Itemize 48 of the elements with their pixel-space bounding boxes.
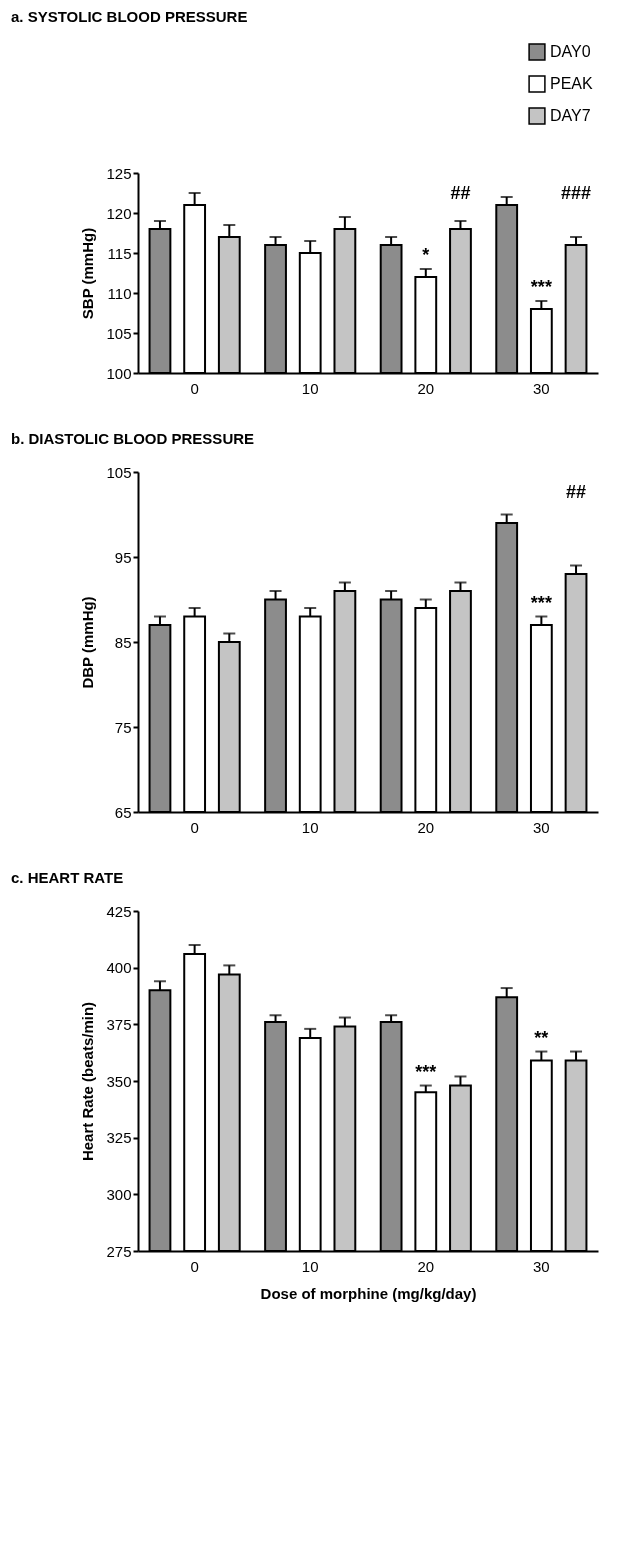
y-tick-label: 400 bbox=[106, 959, 132, 977]
y-tick-label: 120 bbox=[106, 204, 132, 222]
y-tick-label: 425 bbox=[106, 902, 132, 920]
x-tick-label: 30 bbox=[533, 379, 550, 397]
x-tick-label: 10 bbox=[301, 379, 319, 397]
y-tick-label: 375 bbox=[106, 1015, 132, 1033]
x-tick-label: 20 bbox=[417, 818, 435, 836]
legend-label: PEAK bbox=[550, 75, 594, 92]
annotation: * bbox=[422, 245, 430, 265]
x-axis-title: Dose of morphine (mg/kg/day) bbox=[260, 1284, 477, 1302]
annotation: *** bbox=[530, 592, 552, 613]
y-tick-label: 275 bbox=[106, 1242, 132, 1260]
x-tick-label: 0 bbox=[190, 818, 199, 836]
y-tick-label: 125 bbox=[106, 164, 132, 182]
y-tick-label: 325 bbox=[106, 1129, 132, 1147]
x-tick-label: 0 bbox=[190, 1257, 199, 1275]
y-tick-label: 300 bbox=[106, 1185, 132, 1203]
y-tick-label: 95 bbox=[114, 548, 132, 566]
y-axis-title: DBP (mmHg) bbox=[79, 596, 97, 689]
annotation: ** bbox=[534, 1027, 549, 1048]
y-axis-title: SBP (mmHg) bbox=[79, 227, 97, 320]
y-tick-label: 65 bbox=[114, 803, 132, 821]
chart-title: b. DIASTOLIC BLOOD PRESSURE bbox=[10, 430, 255, 447]
y-tick-label: 105 bbox=[106, 324, 132, 342]
y-tick-label: 100 bbox=[106, 364, 132, 382]
x-tick-label: 0 bbox=[190, 379, 199, 397]
chart-title: a. SYSTOLIC BLOOD PRESSURE bbox=[10, 8, 248, 25]
y-tick-label: 110 bbox=[107, 284, 132, 302]
annotation: *** bbox=[415, 1061, 437, 1082]
legend-label: DAY7 bbox=[550, 107, 591, 124]
annotation: ## bbox=[566, 482, 587, 502]
y-tick-label: 350 bbox=[106, 1072, 132, 1090]
y-tick-label: 105 bbox=[106, 463, 132, 481]
x-tick-label: 10 bbox=[301, 1257, 319, 1275]
y-axis-title: Heart Rate (beats/min) bbox=[79, 1001, 97, 1162]
x-tick-label: 20 bbox=[417, 379, 435, 397]
x-tick-label: 30 bbox=[533, 818, 550, 836]
annotation: *** bbox=[530, 277, 552, 297]
annotation: ## bbox=[450, 183, 471, 203]
y-tick-label: 75 bbox=[114, 718, 132, 736]
x-tick-label: 10 bbox=[301, 818, 319, 836]
x-tick-label: 20 bbox=[417, 1257, 435, 1275]
chart-title: c. HEART RATE bbox=[10, 869, 124, 886]
legend-label: DAY0 bbox=[550, 43, 591, 60]
annotation: ### bbox=[561, 183, 592, 203]
y-tick-label: 85 bbox=[114, 633, 132, 651]
y-tick-label: 115 bbox=[107, 244, 132, 262]
x-tick-label: 30 bbox=[533, 1257, 550, 1275]
